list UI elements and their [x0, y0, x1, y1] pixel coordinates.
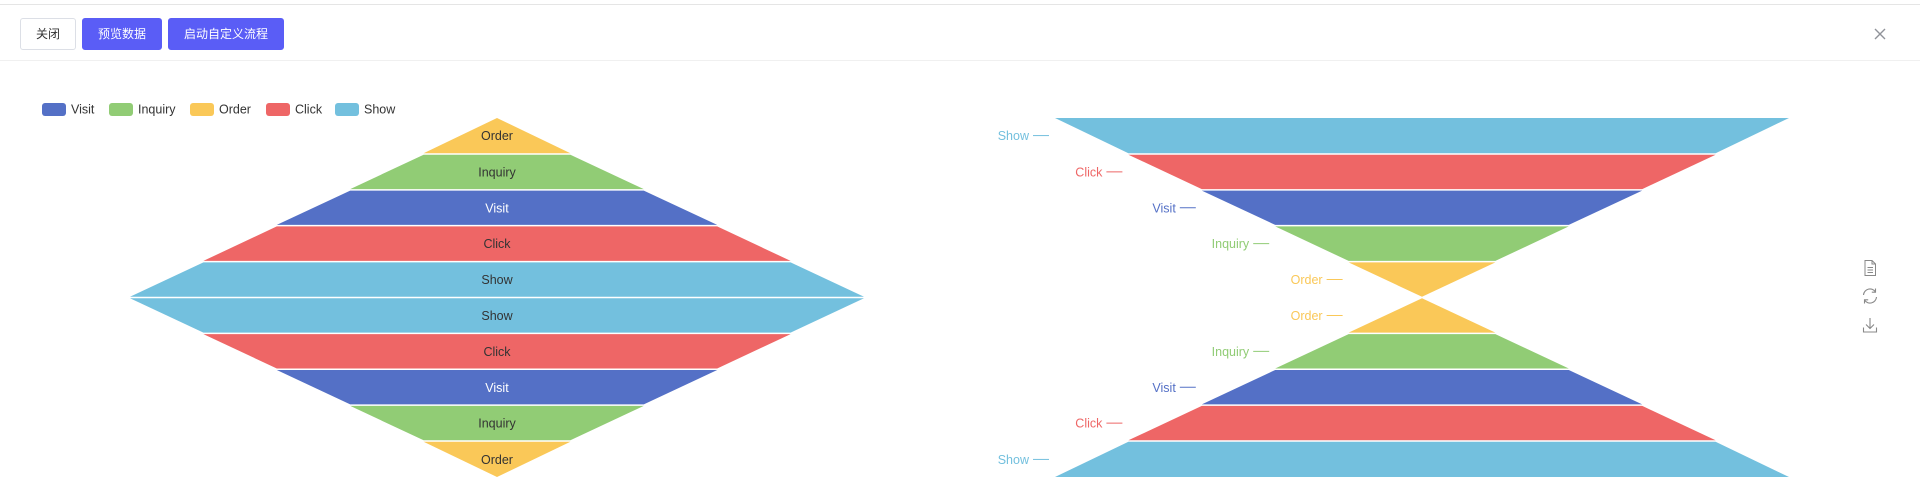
- header-divider: [0, 60, 1920, 61]
- funnel-segment-click-0-1[interactable]: [203, 334, 791, 369]
- funnel-segment-inquiry-1-1[interactable]: [1275, 334, 1569, 369]
- funnel-segment-visit-0-1[interactable]: [276, 370, 718, 405]
- legend-label-visit[interactable]: Visit: [71, 103, 95, 117]
- funnel-segment-inquiry-1-0[interactable]: [1275, 226, 1569, 261]
- close-button[interactable]: 关闭: [20, 18, 77, 50]
- funnel-segment-inquiry-0-0[interactable]: [350, 154, 644, 190]
- legend-label-show[interactable]: Show: [364, 103, 396, 117]
- legend-label-inquiry[interactable]: Inquiry: [138, 103, 176, 117]
- legend-swatch-click[interactable]: [266, 103, 290, 116]
- segment-label-click: Click: [1075, 417, 1103, 431]
- funnel-segment-click-1-0[interactable]: [1128, 154, 1716, 190]
- segment-label-visit: Visit: [485, 201, 509, 215]
- funnel-segment-show-1-1[interactable]: [1055, 441, 1789, 477]
- legend-swatch-show[interactable]: [335, 103, 359, 116]
- toolbar: 关闭 预览数据 启动自定义流程: [20, 18, 285, 50]
- legend-label-click[interactable]: Click: [295, 103, 323, 117]
- segment-label-order: Order: [1291, 273, 1323, 287]
- funnel-segment-visit-0-0[interactable]: [276, 190, 718, 225]
- segment-label-show: Show: [481, 309, 513, 323]
- funnel-segment-inquiry-0-1[interactable]: [350, 405, 644, 441]
- start-custom-flow-button[interactable]: 启动自定义流程: [168, 18, 285, 50]
- close-icon[interactable]: [1870, 24, 1890, 44]
- funnel-segment-order-0-1[interactable]: [423, 441, 571, 477]
- restore-icon[interactable]: [1860, 286, 1880, 306]
- funnel-segment-click-0-0[interactable]: [203, 226, 791, 261]
- top-border: [0, 0, 1920, 5]
- funnel-segment-visit-1-0[interactable]: [1201, 190, 1643, 225]
- funnel-segment-show-1-0[interactable]: [1055, 118, 1789, 154]
- segment-label-inquiry: Inquiry: [1212, 345, 1250, 359]
- funnel-segment-order-1-1[interactable]: [1348, 298, 1496, 333]
- funnel-segment-order-0-0[interactable]: [423, 118, 571, 154]
- funnel-segment-click-1-1[interactable]: [1128, 405, 1716, 441]
- segment-label-visit: Visit: [1152, 201, 1176, 215]
- funnel-segment-show-0-0[interactable]: [130, 262, 864, 297]
- segment-label-order: Order: [481, 453, 513, 467]
- legend-swatch-inquiry[interactable]: [109, 103, 133, 116]
- segment-label-show: Show: [481, 273, 513, 287]
- segment-label-inquiry: Inquiry: [1212, 237, 1250, 251]
- data-view-icon[interactable]: [1860, 258, 1880, 278]
- segment-label-show: Show: [998, 453, 1030, 467]
- segment-label-order: Order: [481, 129, 513, 143]
- segment-label-show: Show: [998, 129, 1030, 143]
- segment-label-inquiry: Inquiry: [478, 165, 516, 179]
- segment-label-click: Click: [483, 345, 511, 359]
- legend-swatch-visit[interactable]: [42, 103, 66, 116]
- preview-data-button[interactable]: 预览数据: [82, 18, 163, 50]
- segment-label-click: Click: [1075, 165, 1103, 179]
- segment-label-click: Click: [483, 237, 511, 251]
- segment-label-visit: Visit: [485, 381, 509, 395]
- funnel-segment-order-1-0[interactable]: [1348, 262, 1496, 297]
- save-image-icon[interactable]: [1860, 315, 1880, 335]
- segment-label-order: Order: [1291, 309, 1323, 323]
- funnel-segment-show-0-1[interactable]: [130, 298, 864, 333]
- legend-swatch-order[interactable]: [190, 103, 214, 116]
- segment-label-inquiry: Inquiry: [478, 417, 516, 431]
- segment-label-visit: Visit: [1152, 381, 1176, 395]
- legend-label-order[interactable]: Order: [219, 103, 251, 117]
- funnel-segment-visit-1-1[interactable]: [1201, 370, 1643, 405]
